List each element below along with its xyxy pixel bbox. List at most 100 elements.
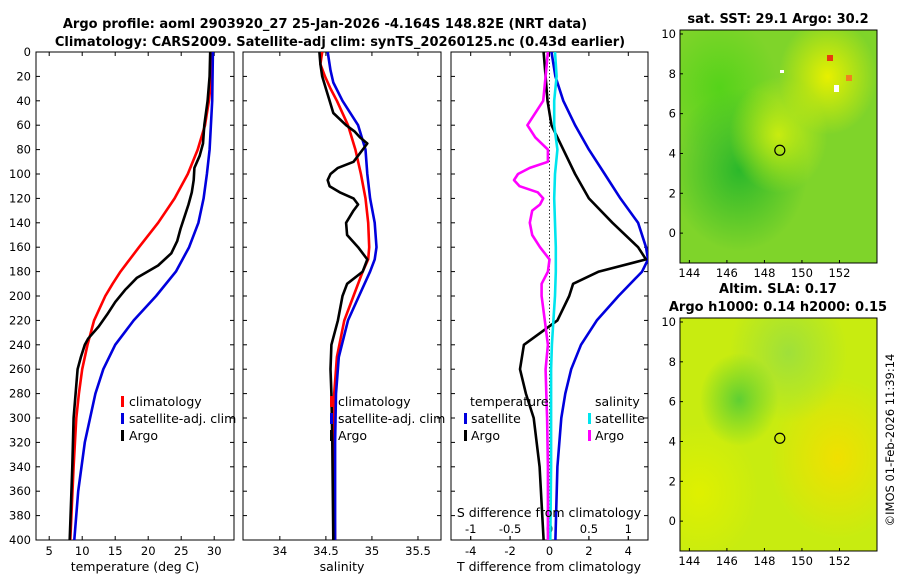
x-tick-label: -1	[465, 522, 476, 536]
x-tick-label: 2	[585, 544, 592, 558]
legend-swatch-argo	[121, 430, 124, 441]
map-y-tick-label: 10	[661, 27, 676, 41]
legend-swatch-sat-salinity	[588, 413, 591, 424]
temperature-legend: climatology satellite-adj. clim Argo	[121, 394, 236, 443]
map-x-tick-label: 144	[678, 266, 700, 280]
map-y-tick-label: 0	[669, 514, 676, 528]
depth-tick-label: 100	[9, 167, 31, 181]
x-tick-label: 25	[174, 544, 189, 558]
depth-tick-label: 360	[9, 484, 31, 498]
difference-legend-salinity: salinity satellite Argo	[588, 394, 645, 443]
legend-label-climatology: climatology	[129, 394, 202, 409]
salinity-axes-frame	[242, 51, 442, 541]
series-line-climatology	[69, 52, 214, 540]
legend-label-argo: Argo	[471, 428, 500, 443]
series-line-argo-t-diff	[518, 52, 648, 540]
sla-map-panel: Altim. SLA: 0.17 Argo h1000: 0.14 h2000:…	[661, 282, 887, 568]
series-line-climatology	[319, 52, 371, 540]
legend-swatch-satellite	[330, 413, 333, 424]
x-tick-label: 30	[207, 544, 222, 558]
legend-swatch-climatology	[330, 396, 333, 407]
sst-missing-data	[780, 70, 784, 73]
salinity-legend: climatology satellite-adj. clim Argo	[330, 394, 445, 443]
x-tick-label: 0.5	[580, 522, 598, 536]
x-tick-label: -4	[465, 544, 476, 558]
depth-tick-label: 180	[9, 265, 31, 279]
sla-map-frame	[679, 317, 878, 552]
depth-tick-label: 140	[9, 216, 31, 230]
depth-tick-label: 340	[9, 460, 31, 474]
depth-tick-label: 60	[16, 118, 31, 132]
legend-swatch-satellite	[121, 413, 124, 424]
map-y-tick-label: 6	[669, 395, 676, 409]
argo-position-marker	[774, 432, 786, 444]
x-tick-label: 15	[108, 544, 123, 558]
sla-map-field-low	[680, 318, 877, 551]
t-difference-xlabel: T difference from climatology	[456, 559, 642, 574]
map-x-tick-label: 146	[716, 554, 738, 568]
depth-tick-label: 300	[9, 411, 31, 425]
depth-tick-label: 0	[24, 45, 31, 59]
temperature-x-ticks: 5 10 15 20 25 30	[46, 52, 222, 558]
map-y-tick-label: 4	[669, 434, 676, 448]
salinity-xlabel: salinity	[320, 559, 365, 574]
legend-swatch-argo	[330, 430, 333, 441]
x-tick-label: 1	[625, 522, 632, 536]
figure-title-line1: Argo profile: aoml 2903920_27 25-Jan-202…	[63, 17, 587, 32]
legend-label-satellite: satellite	[471, 411, 521, 426]
depth-tick-label: 240	[9, 338, 31, 352]
temperature-series	[68, 52, 215, 540]
legend-label-satellite: satellite-adj. clim	[129, 411, 236, 426]
x-tick-label: 5	[46, 544, 53, 558]
temperature-xlabel: temperature (deg C)	[71, 559, 200, 574]
legend-label-argo: Argo	[338, 428, 367, 443]
salinity-series	[318, 52, 378, 540]
temperature-panel: 0204060801001201401601802002202402602803…	[9, 45, 648, 574]
map-y-tick-label: 4	[669, 146, 676, 160]
difference-series	[512, 52, 648, 540]
difference-panel: -4 -2 0 2 4-1 -0.5 0 0.5 1 T difference from cli…	[450, 51, 649, 574]
legend-label-climatology: climatology	[338, 394, 411, 409]
sst-map-panel: sat. SST: 29.1 Argo: 30.2 144 146 148 150 15…	[661, 12, 878, 280]
map-x-tick-label: 146	[716, 266, 738, 280]
legend-label-argo-salinity: Argo	[595, 428, 624, 443]
sst-map-ticks: 144 146 148 150 152 0 2 4 6 8 10	[661, 27, 850, 280]
depth-tick-label: 320	[9, 435, 31, 449]
sla-map-title-line1: Altim. SLA: 0.17	[719, 282, 837, 297]
x-tick-label: -0.5	[499, 522, 521, 536]
map-x-tick-label: 150	[791, 266, 813, 280]
legend-swatch-climatology	[121, 396, 124, 407]
depth-tick-label: 220	[9, 313, 31, 327]
map-x-tick-label: 148	[753, 266, 775, 280]
legend-label-argo: Argo	[129, 428, 158, 443]
map-y-tick-label: 8	[669, 355, 676, 369]
depth-tick-label: 280	[9, 387, 31, 401]
series-line-satellite-s-diff	[549, 52, 559, 540]
depth-tick-label: 20	[16, 69, 31, 83]
x-tick-label: 4	[625, 544, 632, 558]
legend-heading-temperature: temperature	[470, 394, 549, 409]
legend-swatch-argo	[464, 430, 467, 441]
x-tick-label: 0	[546, 544, 553, 558]
map-y-tick-label: 2	[669, 474, 676, 488]
series-line-satellite-adj-clim	[326, 52, 378, 540]
series-line-argo	[68, 52, 212, 540]
legend-heading-salinity: salinity	[595, 394, 640, 409]
sst-map-title: sat. SST: 29.1 Argo: 30.2	[687, 12, 868, 27]
x-tick-label: 35	[365, 544, 380, 558]
depth-tick-label: 260	[9, 362, 31, 376]
x-tick-label: -2	[504, 544, 515, 558]
depth-tick-label: 160	[9, 240, 31, 254]
sla-map-ticks: 144 146 148 150 152 0 2 4 6 8 10	[661, 315, 850, 568]
legend-swatch-satellite	[464, 413, 467, 424]
depth-tick-label: 380	[9, 509, 31, 523]
series-line-satellite-t-diff	[550, 52, 648, 540]
depth-tick-label: 200	[9, 289, 31, 303]
x-tick-label: 10	[75, 544, 90, 558]
x-tick-label: 34	[273, 544, 288, 558]
sst-hotspot	[827, 55, 833, 61]
sst-hotspot	[846, 75, 852, 81]
figure-title-line2: Climatology: CARS2009. Satellite-adj cli…	[55, 35, 625, 50]
sst-missing-data	[834, 85, 839, 92]
